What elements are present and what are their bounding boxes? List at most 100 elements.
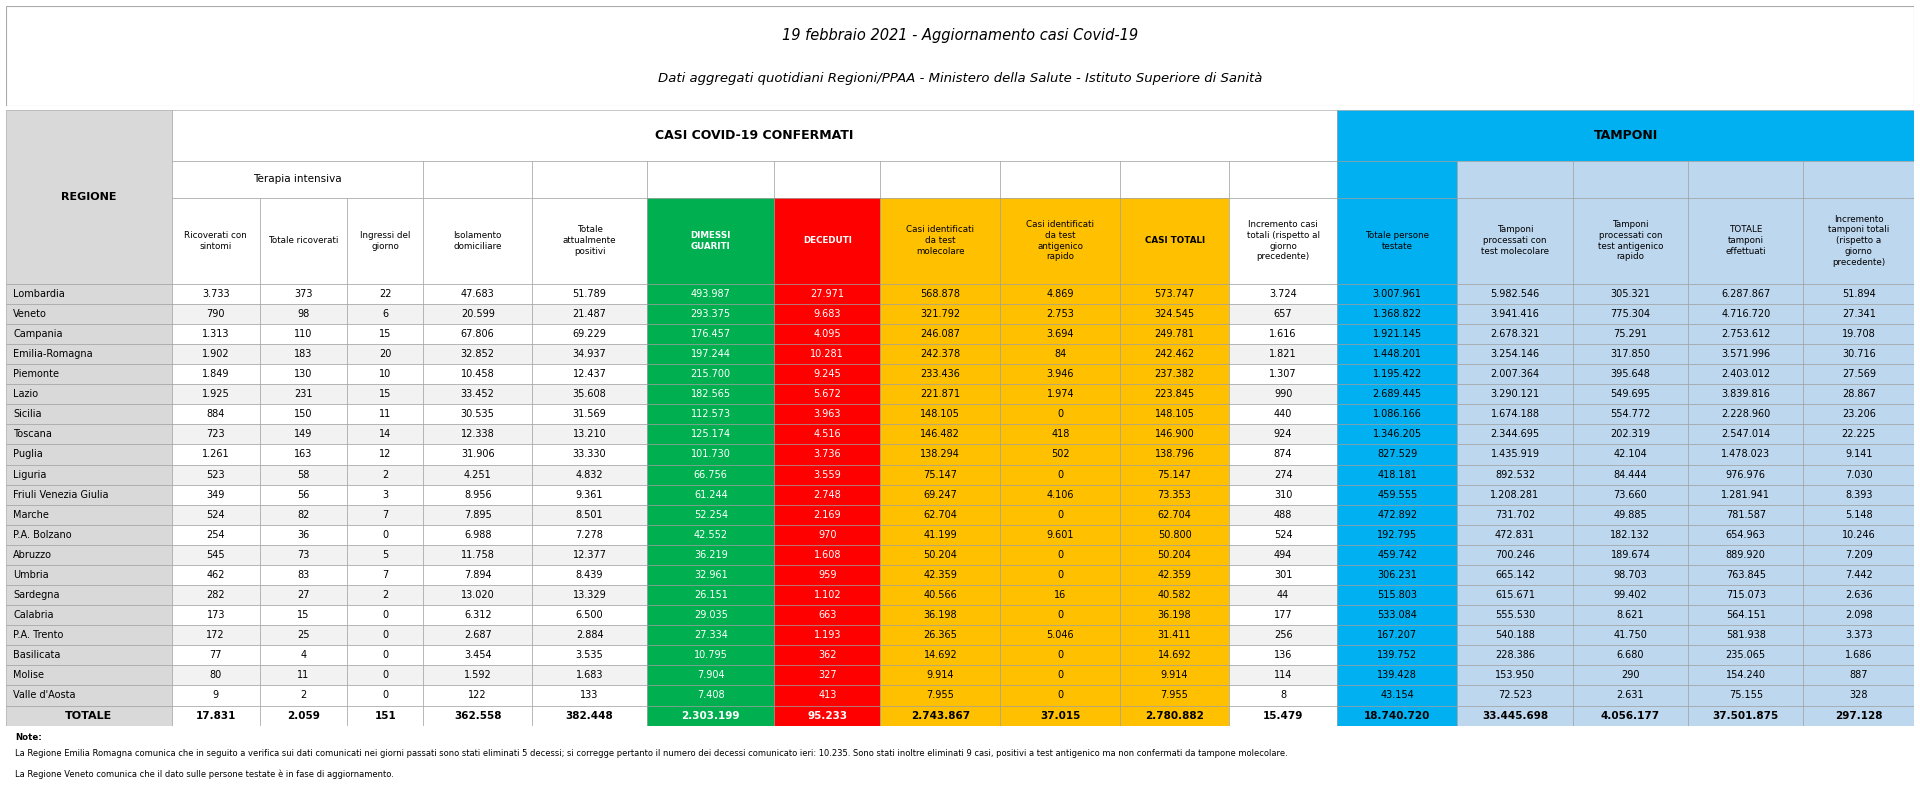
Text: 29.035: 29.035: [693, 610, 728, 620]
Bar: [532, 161, 647, 198]
Text: Casi identificati
da test
molecolare: Casi identificati da test molecolare: [906, 225, 973, 256]
Text: 523: 523: [207, 470, 225, 479]
Text: 5.672: 5.672: [814, 390, 841, 399]
Text: 47.683: 47.683: [461, 289, 495, 299]
Bar: [1000, 304, 1121, 324]
Text: 459.555: 459.555: [1377, 490, 1417, 500]
Text: 282: 282: [207, 590, 225, 600]
Bar: [259, 665, 348, 685]
Bar: [532, 545, 647, 565]
Text: 2.098: 2.098: [1845, 610, 1872, 620]
Bar: [6, 364, 173, 384]
Bar: [1121, 685, 1229, 705]
Text: 15.479: 15.479: [1263, 711, 1304, 721]
Text: 12.377: 12.377: [572, 550, 607, 560]
Bar: [424, 384, 532, 405]
Text: 459.742: 459.742: [1377, 550, 1417, 560]
Text: 182.565: 182.565: [691, 390, 732, 399]
Text: 545: 545: [207, 550, 225, 560]
Text: 1.921.145: 1.921.145: [1373, 329, 1423, 339]
Bar: [774, 585, 881, 605]
Bar: [259, 364, 348, 384]
Bar: [1229, 625, 1338, 645]
Bar: [1688, 384, 1803, 405]
Text: 1.849: 1.849: [202, 369, 230, 379]
Bar: [1338, 110, 1914, 161]
Text: 37.501.875: 37.501.875: [1713, 711, 1780, 721]
Bar: [1803, 464, 1914, 485]
Bar: [774, 545, 881, 565]
Text: 1.592: 1.592: [465, 671, 492, 681]
Text: 148.105: 148.105: [920, 409, 960, 419]
Bar: [1688, 605, 1803, 625]
Text: 3.946: 3.946: [1046, 369, 1073, 379]
Bar: [424, 464, 532, 485]
Bar: [1688, 424, 1803, 445]
Text: 42.359: 42.359: [924, 570, 958, 580]
Text: 2.403.012: 2.403.012: [1720, 369, 1770, 379]
Bar: [1572, 364, 1688, 384]
Text: 154.240: 154.240: [1726, 671, 1766, 681]
Text: 472.831: 472.831: [1496, 530, 1534, 540]
Text: Totale
attualmente
positivi: Totale attualmente positivi: [563, 225, 616, 256]
Bar: [647, 685, 774, 705]
Bar: [6, 344, 173, 364]
Text: 242.462: 242.462: [1154, 349, 1194, 359]
Text: 34.937: 34.937: [572, 349, 607, 359]
Bar: [173, 284, 259, 304]
Text: 3.694: 3.694: [1046, 329, 1073, 339]
Text: Emilia-Romagna: Emilia-Romagna: [13, 349, 92, 359]
Text: 373: 373: [294, 289, 313, 299]
Bar: [1457, 344, 1572, 364]
Bar: [1688, 665, 1803, 685]
Bar: [1572, 324, 1688, 344]
Text: 3.535: 3.535: [576, 650, 603, 660]
Text: 50.204: 50.204: [924, 550, 958, 560]
Bar: [348, 324, 424, 344]
Text: 51.894: 51.894: [1841, 289, 1876, 299]
Bar: [173, 585, 259, 605]
Bar: [424, 304, 532, 324]
Text: 221.871: 221.871: [920, 390, 960, 399]
Text: 7.955: 7.955: [1162, 690, 1188, 700]
Bar: [881, 545, 1000, 565]
Bar: [1229, 545, 1338, 565]
Bar: [1338, 198, 1457, 284]
Text: 237.382: 237.382: [1154, 369, 1194, 379]
Bar: [774, 705, 881, 726]
Bar: [774, 284, 881, 304]
Text: 4.056.177: 4.056.177: [1601, 711, 1661, 721]
Bar: [1338, 645, 1457, 665]
Bar: [1688, 161, 1803, 198]
Bar: [1572, 585, 1688, 605]
Text: 98: 98: [298, 309, 309, 319]
Text: 36: 36: [298, 530, 309, 540]
Text: 148.105: 148.105: [1154, 409, 1194, 419]
Text: 28.867: 28.867: [1841, 390, 1876, 399]
Text: 462: 462: [207, 570, 225, 580]
Bar: [1338, 405, 1457, 424]
Bar: [532, 384, 647, 405]
Bar: [424, 585, 532, 605]
Bar: [1457, 198, 1572, 284]
Bar: [348, 605, 424, 625]
Bar: [881, 665, 1000, 685]
Bar: [1688, 625, 1803, 645]
Text: 149: 149: [294, 430, 313, 439]
Text: 8.439: 8.439: [576, 570, 603, 580]
Text: 1.902: 1.902: [202, 349, 230, 359]
Bar: [881, 384, 1000, 405]
Text: 5.046: 5.046: [1046, 630, 1073, 641]
Text: 2.631: 2.631: [1617, 690, 1644, 700]
Bar: [424, 198, 532, 284]
Bar: [647, 585, 774, 605]
Bar: [424, 324, 532, 344]
Text: 33.330: 33.330: [572, 449, 607, 460]
Bar: [1688, 645, 1803, 665]
Bar: [1803, 161, 1914, 198]
Bar: [348, 525, 424, 545]
Text: 41.750: 41.750: [1613, 630, 1647, 641]
Bar: [1229, 485, 1338, 504]
Bar: [173, 110, 1338, 161]
Bar: [173, 324, 259, 344]
